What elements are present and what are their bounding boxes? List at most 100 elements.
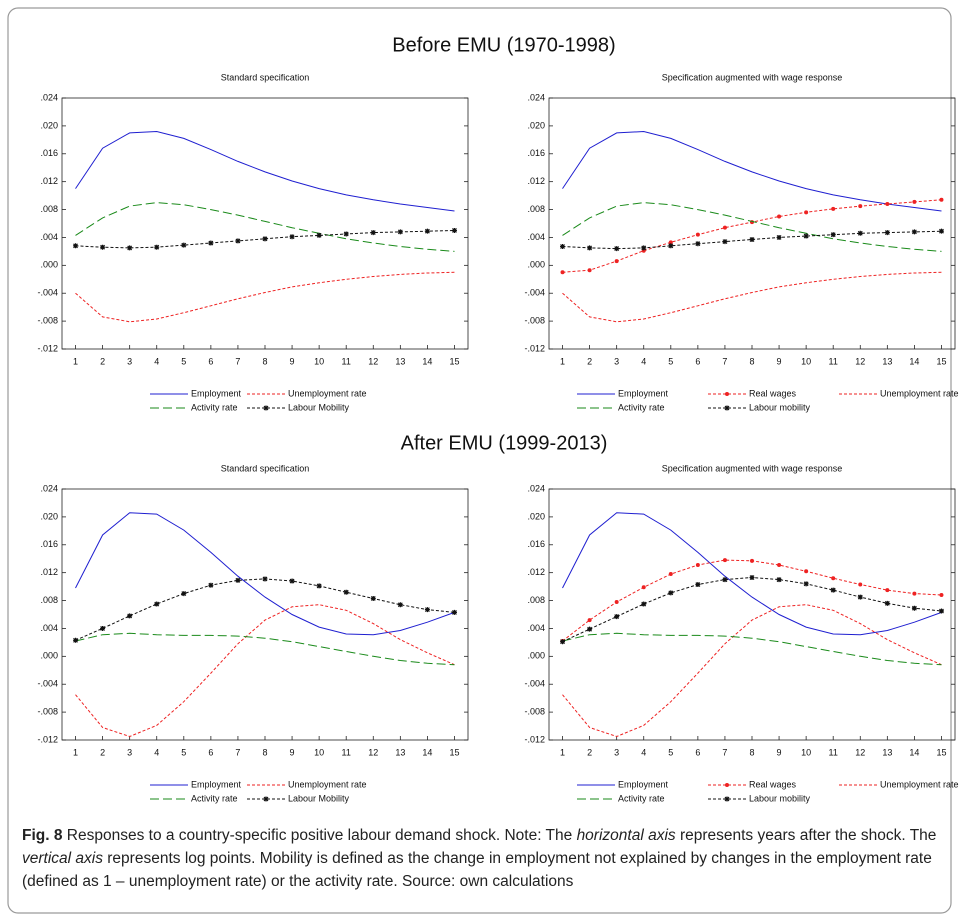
marker xyxy=(100,244,106,250)
legend-label: Activity rate xyxy=(191,402,238,412)
marker xyxy=(695,582,701,588)
chart-title: Specification augmented with wage respon… xyxy=(662,72,843,82)
x-tick-label: 12 xyxy=(368,747,378,757)
marker xyxy=(749,575,755,581)
marker xyxy=(668,590,674,596)
marker xyxy=(722,225,727,230)
marker xyxy=(397,229,403,235)
marker xyxy=(587,245,593,251)
series-line xyxy=(75,230,455,249)
marker xyxy=(722,558,727,563)
y-tick-label: .012 xyxy=(527,176,545,186)
series-line xyxy=(562,271,942,323)
chart-title: Standard specification xyxy=(221,463,310,473)
y-tick-label: .004 xyxy=(527,623,545,633)
marker xyxy=(370,595,376,601)
marker xyxy=(316,232,322,238)
x-tick-label: 9 xyxy=(290,747,295,757)
x-tick-label: 1 xyxy=(560,747,565,757)
marker xyxy=(803,233,809,239)
chart-title: Specification augmented with wage respon… xyxy=(662,463,843,473)
marker xyxy=(777,214,782,219)
x-tick-label: 10 xyxy=(314,747,324,757)
x-tick-label: 14 xyxy=(909,747,919,757)
y-tick-label: .016 xyxy=(40,148,58,158)
marker xyxy=(451,227,457,233)
marker xyxy=(235,577,241,583)
x-tick-label: 12 xyxy=(368,356,378,366)
series-line xyxy=(562,576,942,643)
marker xyxy=(289,234,295,240)
x-tick-label: 12 xyxy=(855,356,865,366)
marker xyxy=(938,228,944,234)
y-tick-label: .000 xyxy=(40,651,58,661)
marker xyxy=(695,241,701,247)
x-tick-label: 4 xyxy=(154,356,159,366)
x-tick-label: 3 xyxy=(127,747,132,757)
marker xyxy=(641,585,646,590)
x-tick-label: 7 xyxy=(235,747,240,757)
x-tick-label: 12 xyxy=(855,747,865,757)
marker xyxy=(884,230,890,236)
legend-label: Employment xyxy=(191,779,242,789)
marker xyxy=(830,232,836,238)
series-line xyxy=(562,559,942,642)
x-tick-label: 2 xyxy=(100,747,105,757)
marker xyxy=(424,607,430,613)
section-heading: After EMU (1999-2013) xyxy=(401,432,608,454)
x-tick-label: 9 xyxy=(290,356,295,366)
series-line xyxy=(562,632,942,666)
y-tick-label: .020 xyxy=(527,120,545,130)
legend-label: Unemployment rate xyxy=(880,388,959,398)
x-tick-label: 8 xyxy=(262,747,267,757)
x-tick-label: 6 xyxy=(695,356,700,366)
marker xyxy=(343,231,349,237)
marker xyxy=(154,244,160,250)
series-line xyxy=(75,202,455,252)
x-tick-label: 15 xyxy=(936,747,946,757)
marker xyxy=(127,245,133,251)
series-line xyxy=(75,130,455,212)
marker xyxy=(750,558,754,563)
x-tick-label: 15 xyxy=(449,747,459,757)
y-tick-label: -.008 xyxy=(37,706,58,716)
x-tick-label: 5 xyxy=(181,356,186,366)
y-tick-label: .024 xyxy=(40,483,58,493)
x-tick-label: 15 xyxy=(449,356,459,366)
marker xyxy=(316,583,322,589)
marker xyxy=(181,242,187,248)
y-tick-label: -.004 xyxy=(37,288,58,298)
legend-label: Employment xyxy=(618,779,669,789)
marker xyxy=(695,562,700,567)
y-tick-label: .000 xyxy=(527,260,545,270)
marker xyxy=(911,605,917,611)
x-tick-label: 10 xyxy=(314,356,324,366)
legend-label: Labour mobility xyxy=(749,793,811,803)
series-line xyxy=(562,230,942,250)
marker xyxy=(911,229,917,235)
marker xyxy=(73,243,79,249)
marker xyxy=(885,588,890,593)
x-tick-label: 10 xyxy=(801,356,811,366)
legend-label: Unemployment rate xyxy=(288,388,367,398)
marker xyxy=(722,239,728,245)
y-tick-label: .016 xyxy=(527,148,545,158)
marker xyxy=(127,613,133,619)
marker xyxy=(668,243,674,249)
marker xyxy=(587,626,593,632)
legend-label: Activity rate xyxy=(191,793,238,803)
marker xyxy=(560,639,566,645)
x-tick-label: 8 xyxy=(262,356,267,366)
x-tick-label: 4 xyxy=(641,356,646,366)
y-tick-label: -.004 xyxy=(37,679,58,689)
y-tick-label: .004 xyxy=(527,232,545,242)
x-tick-label: 13 xyxy=(395,356,405,366)
legend-label: Unemployment rate xyxy=(880,779,959,789)
marker xyxy=(939,197,944,202)
marker xyxy=(858,582,863,587)
y-tick-label: .020 xyxy=(40,511,58,521)
x-tick-label: 6 xyxy=(208,747,213,757)
marker xyxy=(831,576,836,581)
x-tick-label: 9 xyxy=(777,356,782,366)
legend-label: Real wages xyxy=(749,388,797,398)
